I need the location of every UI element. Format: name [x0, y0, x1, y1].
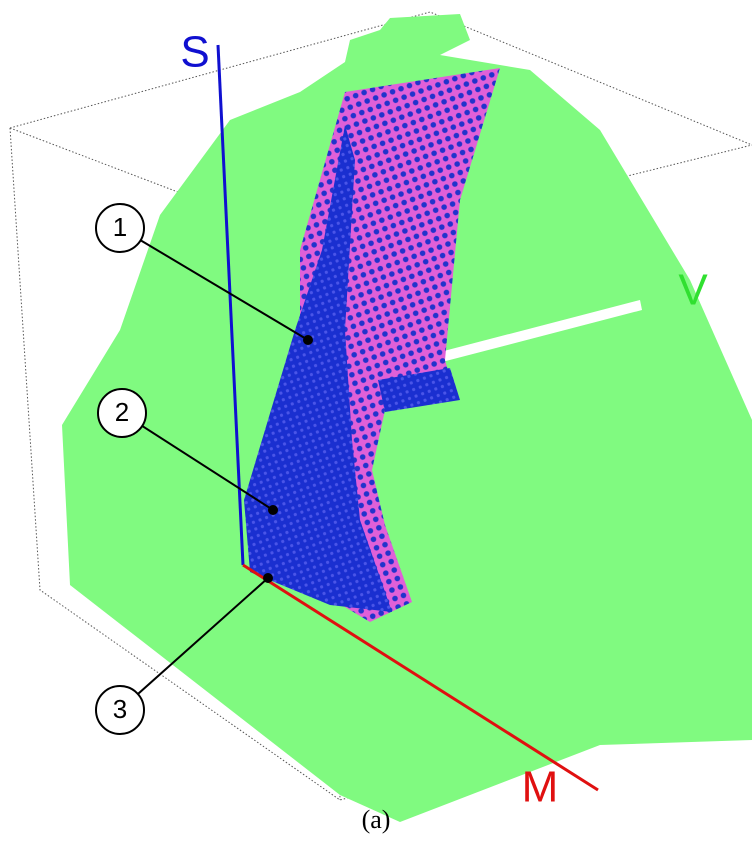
page: {"axes": {"s": "S", "v": "V", "m": "M"},… [0, 0, 752, 851]
s-label: S [180, 28, 209, 77]
marker-label: 1 [113, 212, 127, 242]
caption: (a) [362, 805, 391, 834]
m-label: M [522, 763, 559, 812]
marker-label: 3 [113, 694, 127, 724]
figure: S V M 1 2 3 (a) [0, 0, 752, 851]
v-label: V [678, 266, 708, 315]
marker-label: 2 [115, 397, 129, 427]
